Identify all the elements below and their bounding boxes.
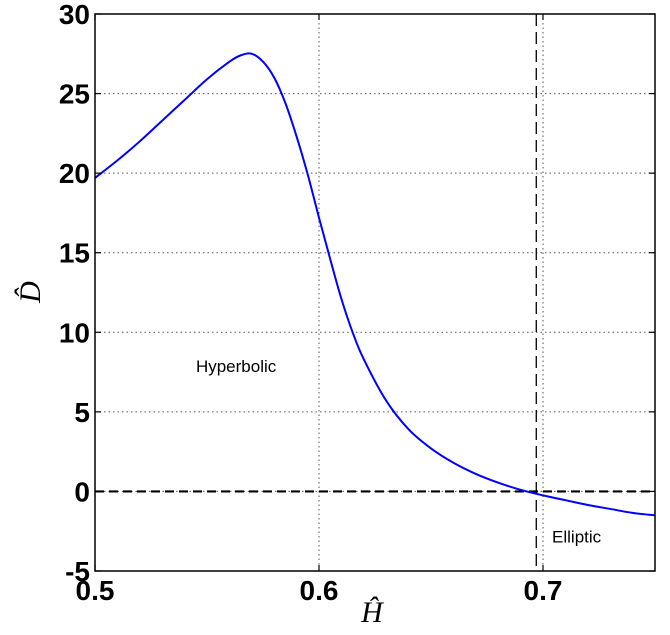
x-tick-label: 0.5: [76, 575, 115, 606]
series-line: [94, 52, 656, 517]
y-tick-label: -5: [65, 556, 90, 587]
y-tick-label: 10: [59, 317, 90, 348]
x-tick-label: 0.7: [524, 575, 563, 606]
series-layer: [94, 52, 656, 517]
y-tick-label: 0: [74, 476, 90, 507]
reference-lines: [95, 14, 655, 571]
region-label: Hyperbolic: [196, 357, 277, 376]
plot-frame: [94, 13, 656, 572]
y-tick-label: 25: [59, 79, 90, 110]
ticks: -5 0 5 10 15 20 25 30 0.5 0.6 0.7: [59, 0, 655, 606]
region-label: Elliptic: [552, 527, 602, 546]
x-tick-label: 0.6: [300, 575, 339, 606]
x-axis-label: Ĥ: [360, 596, 385, 629]
y-tick-label: 20: [59, 158, 90, 189]
grid: [95, 14, 655, 571]
annotations: Hyperbolic Elliptic: [196, 357, 602, 546]
y-axis-label: D̂: [14, 281, 47, 304]
y-tick-label: 5: [74, 397, 90, 428]
y-tick-label: 15: [59, 238, 90, 269]
y-tick-label: 30: [59, 0, 90, 30]
